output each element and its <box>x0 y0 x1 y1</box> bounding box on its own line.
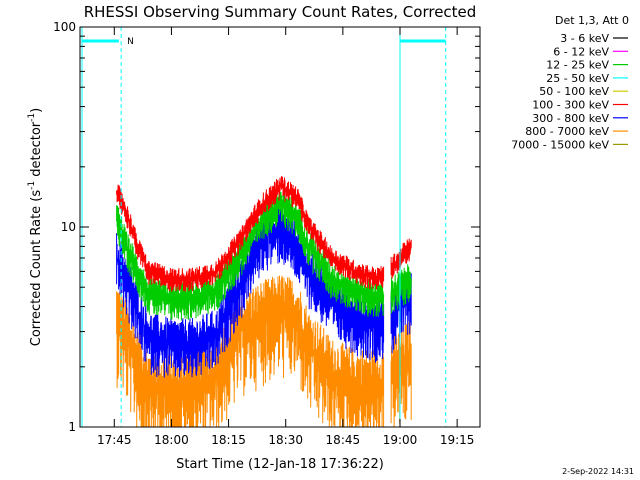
legend-entry: 12 - 25 keV <box>546 59 609 72</box>
legend-entry: 50 - 100 keV <box>539 85 609 98</box>
x-tick-label: 18:15 <box>211 433 246 447</box>
x-axis: 17:45 18:00 18:15 18:30 18:45 19:00 19:15 <box>97 27 474 447</box>
attenuator-marker-label: N <box>127 37 134 47</box>
x-tick-label: 19:15 <box>440 433 475 447</box>
y-tick-label: 100 <box>53 20 76 34</box>
y-tick-label: 1 <box>68 420 76 434</box>
trace-300-800-kev <box>116 201 412 378</box>
chart-title: RHESSI Observing Summary Count Rates, Co… <box>84 3 477 21</box>
legend-entry: 800 - 7000 keV <box>525 125 609 138</box>
footer-date: 2-Sep-2022 14:31 <box>562 467 634 476</box>
trace-12-25-kev <box>116 188 412 321</box>
legend-entry: 6 - 12 keV <box>553 45 609 58</box>
legend-header: Det 1,3, Att 0 <box>555 14 629 27</box>
x-tick-label: 18:00 <box>154 433 189 447</box>
x-tick-label: 19:00 <box>383 433 418 447</box>
y-tick-label: 10 <box>61 220 76 234</box>
trace-800-7000-kev <box>116 275 412 428</box>
legend-entry: 300 - 800 keV <box>532 112 609 125</box>
x-tick-label: 18:45 <box>326 433 361 447</box>
legend-entry: 3 - 6 keV <box>560 32 609 45</box>
legend-entry: 7000 - 15000 keV <box>511 138 609 151</box>
trace-100-300-kev <box>116 176 412 292</box>
plot-area: N <box>81 27 447 428</box>
y-axis-label: Corrected Count Rate (s-1 detector-1) <box>27 108 44 346</box>
x-tick-label: 18:30 <box>268 433 303 447</box>
legend-entry: 25 - 50 keV <box>546 72 609 85</box>
y-axis: 1 10 100 <box>53 20 480 434</box>
x-tick-label: 17:45 <box>97 433 132 447</box>
legend-entry: 100 - 300 keV <box>532 99 609 112</box>
x-axis-label: Start Time (12-Jan-18 17:36:22) <box>176 457 384 472</box>
